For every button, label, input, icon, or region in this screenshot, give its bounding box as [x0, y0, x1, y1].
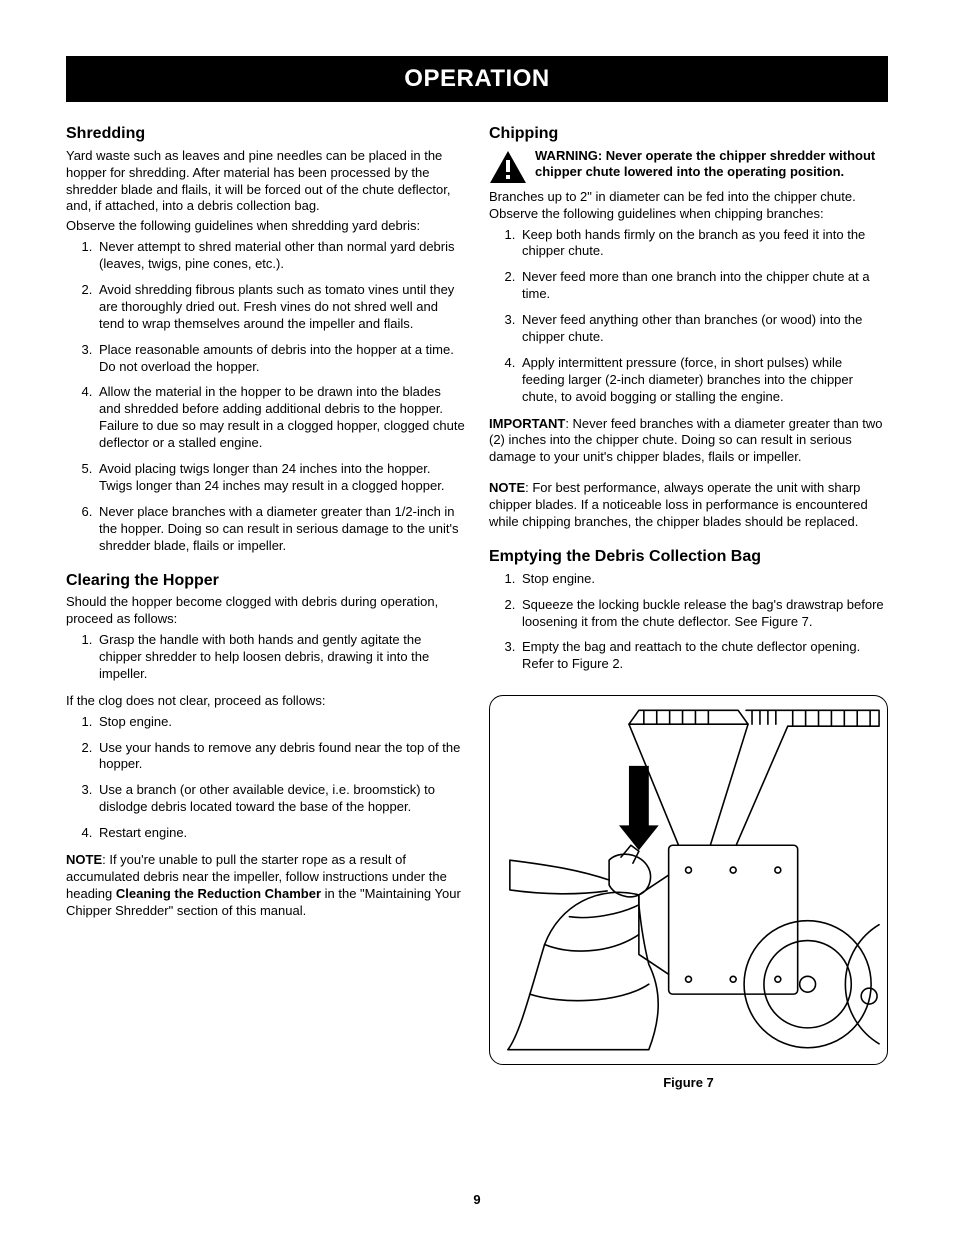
shredding-lead: Observe the following guidelines when sh… — [66, 218, 465, 235]
note-label: NOTE — [66, 852, 102, 867]
list-item: Avoid shredding fibrous plants such as t… — [96, 282, 465, 333]
emptying-list: Stop engine. Squeeze the locking buckle … — [489, 571, 888, 673]
note-bold-ref: Cleaning the Reduction Chamber — [116, 886, 321, 901]
list-item: Squeeze the locking buckle release the b… — [519, 597, 888, 631]
list-item: Never attempt to shred material other th… — [96, 239, 465, 273]
clearing-list-1: Grasp the handle with both hands and gen… — [66, 632, 465, 683]
figure-caption: Figure 7 — [489, 1075, 888, 1092]
note-label: NOTE — [489, 480, 525, 495]
list-item: Use your hands to remove any debris foun… — [96, 740, 465, 774]
list-item: Never feed more than one branch into the… — [519, 269, 888, 303]
figure-7-illustration — [489, 695, 888, 1065]
clearing-heading: Clearing the Hopper — [66, 571, 465, 592]
list-item: Stop engine. — [519, 571, 888, 588]
list-item: Apply intermittent pressure (force, in s… — [519, 355, 888, 406]
list-item: Avoid placing twigs longer than 24 inche… — [96, 461, 465, 495]
chipping-note: NOTE: For best performance, always opera… — [489, 480, 888, 531]
page-banner: OPERATION — [66, 56, 888, 102]
emptying-heading: Emptying the Debris Collection Bag — [489, 547, 888, 568]
list-item: Use a branch (or other available device,… — [96, 782, 465, 816]
chipping-list: Keep both hands firmly on the branch as … — [489, 227, 888, 406]
left-column: Shredding Yard waste such as leaves and … — [66, 124, 465, 1092]
list-item: Allow the material in the hopper to be d… — [96, 384, 465, 452]
clearing-note: NOTE: If you're unable to pull the start… — [66, 852, 465, 920]
list-item: Keep both hands firmly on the branch as … — [519, 227, 888, 261]
list-item: Place reasonable amounts of debris into … — [96, 342, 465, 376]
shredding-heading: Shredding — [66, 124, 465, 145]
clearing-lead2: If the clog does not clear, proceed as f… — [66, 693, 465, 710]
list-item: Never place branches with a diameter gre… — [96, 504, 465, 555]
list-item: Restart engine. — [96, 825, 465, 842]
shredding-intro: Yard waste such as leaves and pine needl… — [66, 148, 465, 216]
emptying-section: Emptying the Debris Collection Bag Stop … — [489, 547, 888, 673]
shredding-list: Never attempt to shred material other th… — [66, 239, 465, 554]
clearing-section: Clearing the Hopper Should the hopper be… — [66, 571, 465, 920]
list-item: Stop engine. — [96, 714, 465, 731]
warning-row: WARNING: Never operate the chipper shred… — [489, 148, 888, 184]
page-number: 9 — [0, 1192, 954, 1209]
shredding-section: Shredding Yard waste such as leaves and … — [66, 124, 465, 555]
chipping-heading: Chipping — [489, 124, 888, 145]
chipping-important: IMPORTANT: Never feed branches with a di… — [489, 416, 888, 467]
list-item: Empty the bag and reattach to the chute … — [519, 639, 888, 673]
chipping-section: Chipping WARNING: Never operate the chip… — [489, 124, 888, 531]
warning-icon — [489, 150, 527, 184]
note-body: : For best performance, always operate t… — [489, 480, 868, 529]
important-label: IMPORTANT — [489, 416, 565, 431]
clearing-list-2: Stop engine. Use your hands to remove an… — [66, 714, 465, 842]
list-item: Grasp the handle with both hands and gen… — [96, 632, 465, 683]
warning-text: WARNING: Never operate the chipper shred… — [535, 148, 888, 181]
list-item: Never feed anything other than branches … — [519, 312, 888, 346]
figure-svg — [490, 696, 887, 1064]
clearing-intro: Should the hopper become clogged with de… — [66, 594, 465, 628]
right-column: Chipping WARNING: Never operate the chip… — [489, 124, 888, 1092]
content-columns: Shredding Yard waste such as leaves and … — [66, 124, 888, 1092]
chipping-intro: Branches up to 2" in diameter can be fed… — [489, 189, 888, 223]
